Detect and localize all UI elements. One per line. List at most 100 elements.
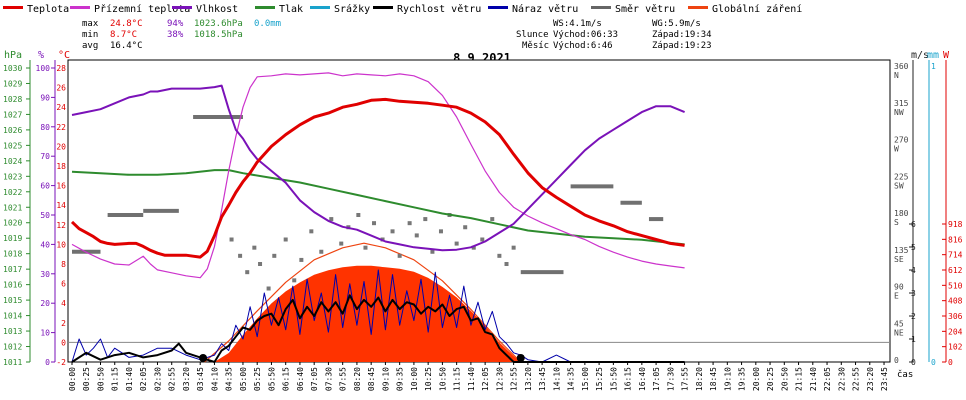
axis-hpa-tick: 1018 xyxy=(3,250,22,259)
stats-max-label: max xyxy=(82,19,99,29)
axis-hpa-tick: 1024 xyxy=(3,157,22,166)
wind-direction-point xyxy=(454,241,459,246)
x-tick-label: 10:00 xyxy=(410,367,419,391)
x-tick-label: 15:50 xyxy=(609,367,618,391)
axis-ms-tick: 2 xyxy=(911,312,916,321)
axis-dir-label: NE xyxy=(894,328,904,337)
legend-item-wind-speed: Rychlost větru xyxy=(373,3,481,15)
axis-dir-label: SE xyxy=(894,255,904,264)
legend-label: Srážky xyxy=(334,3,370,15)
legend-item-pressure: Tlak xyxy=(255,4,303,15)
axis-hpa-tick: 1022 xyxy=(3,188,22,197)
axis-hpa-tick: 1030 xyxy=(3,64,22,73)
legend-label: Globální záření xyxy=(712,3,802,15)
axis-dir-tick: 225 xyxy=(894,172,909,181)
wind-direction-point xyxy=(490,217,495,222)
axis-hpa-tick: 1021 xyxy=(3,203,22,212)
radiation-theoretical-line xyxy=(204,242,522,363)
axis-wm2-tick: 510 xyxy=(948,281,963,290)
x-tick-label: 08:45 xyxy=(367,367,376,391)
axis-ms-unit: m/s xyxy=(911,50,929,61)
x-tick-label: 23:45 xyxy=(880,367,889,391)
x-tick-label: 22:30 xyxy=(837,367,846,391)
wind-direction-point xyxy=(266,286,271,291)
axis-hpa-tick: 1019 xyxy=(3,234,22,243)
x-tick-label: 22:55 xyxy=(852,367,861,391)
axis-mm-tick: 1 xyxy=(931,62,936,71)
info-wind-speed: WS:4.1m/s xyxy=(553,19,602,29)
axis-temp-tick: 18 xyxy=(56,162,66,171)
x-tick-label: 12:30 xyxy=(495,367,504,391)
axis-hpa-tick: 1013 xyxy=(3,327,22,336)
info-moon-label: Měsíc xyxy=(522,41,549,51)
axis-ms-tick: 0 xyxy=(911,358,916,367)
axis-wm2-tick: 408 xyxy=(948,297,963,306)
x-tick-label: 21:15 xyxy=(795,367,804,391)
legend-item-radiation: Globální záření xyxy=(688,3,802,15)
x-tick-label: 20:25 xyxy=(766,367,775,391)
x-tick-label: 16:15 xyxy=(624,367,633,391)
pressure-line xyxy=(71,169,685,246)
legend-label: Tlak xyxy=(279,4,303,15)
axis-temp-tick: 24 xyxy=(56,103,66,112)
axis-temp-tick: 8 xyxy=(61,260,66,269)
axis-mm-tick: 0 xyxy=(931,358,936,367)
axis-pct-tick: 40 xyxy=(40,240,50,249)
x-tick-label: 19:10 xyxy=(723,367,732,391)
x-tick-label: 05:50 xyxy=(267,367,276,391)
x-tick-label: 15:25 xyxy=(595,367,604,391)
axis-pct-tick: 80 xyxy=(40,123,50,132)
axis-hpa-tick: 1023 xyxy=(3,172,22,181)
x-tick-label: 05:25 xyxy=(253,367,262,391)
x-tick-label: 15:00 xyxy=(581,367,590,391)
x-tick-label: 06:40 xyxy=(296,367,305,391)
axis-wm2-tick: 612 xyxy=(948,266,963,275)
axis-wm2-tick: 918 xyxy=(948,220,963,229)
axis-temp-tick: 4 xyxy=(61,299,66,308)
info-block: WS:4.1m/s WG:5.9m/s Slunce Východ:06:33 … xyxy=(516,19,712,51)
x-tick-label: 05:00 xyxy=(239,367,248,391)
wind-direction-point xyxy=(363,245,368,250)
wind-direction-point xyxy=(397,253,402,258)
wind-direction-point xyxy=(372,221,377,226)
axis-dir-label: N xyxy=(894,71,899,80)
wind-direction-point xyxy=(292,278,297,283)
wind-direction-point xyxy=(245,270,250,275)
stats-avg-temp: 16.4°C xyxy=(110,41,143,51)
x-tick-label: 09:35 xyxy=(396,367,405,391)
legend-label: Náraz větru xyxy=(512,3,578,15)
axis-pct-tick: 100 xyxy=(36,64,51,73)
wind-direction-point xyxy=(309,229,314,234)
axis-ms-tick: 6 xyxy=(911,220,916,229)
wind-speed-line xyxy=(71,294,685,363)
axis-dir-label: W xyxy=(894,145,899,154)
x-tick-label: 23:20 xyxy=(866,367,875,391)
wind-direction-point xyxy=(407,221,412,226)
legend-label: Směr větru xyxy=(615,3,675,15)
axis-temp-tick: 10 xyxy=(56,240,66,249)
axis-hpa-tick: 1020 xyxy=(3,219,22,228)
axis-wm2-tick: 102 xyxy=(948,343,963,352)
axis-hpa-tick: 1025 xyxy=(3,141,22,150)
wind-direction-point xyxy=(339,241,344,246)
axis-temp-tick: -2 xyxy=(56,358,66,367)
x-tick-label: 12:05 xyxy=(481,367,490,391)
axis-dir-tick: 180 xyxy=(894,209,909,218)
axis-dir-tick: 90 xyxy=(894,283,904,292)
stats-min-temp: 8.7°C xyxy=(110,30,137,40)
legend-item-wind-gust: Náraz větru xyxy=(488,3,578,15)
axis-hpa-tick: 1016 xyxy=(3,281,22,290)
axis-pct-tick: 70 xyxy=(40,152,50,161)
legend-label: Rychlost větru xyxy=(397,3,481,15)
wind-direction-point xyxy=(319,249,324,254)
axis-pct-tick: 30 xyxy=(40,270,50,279)
x-tick-label: 20:50 xyxy=(780,367,789,391)
axis-pct-tick: 10 xyxy=(40,329,50,338)
sunrise-marker xyxy=(199,354,208,362)
axis-temp-tick: 20 xyxy=(56,142,66,151)
x-tick-label: 18:45 xyxy=(709,367,718,391)
stats-min-humidity: 38% xyxy=(167,30,184,40)
axis-ms-tick: 5 xyxy=(911,243,916,252)
x-tick-label: 14:10 xyxy=(552,367,561,391)
